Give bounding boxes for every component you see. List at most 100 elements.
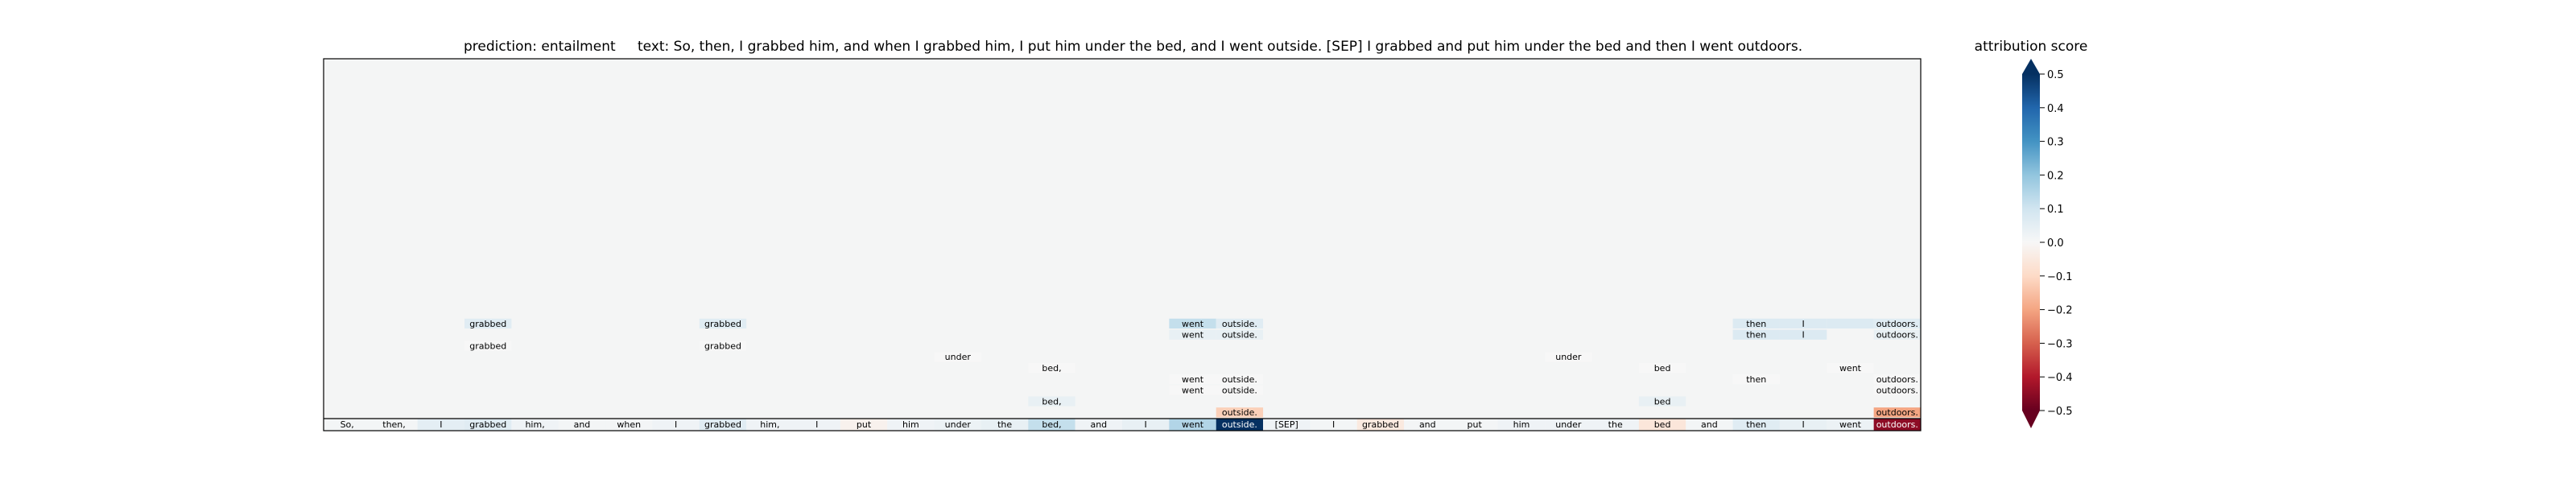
token-cell bbox=[652, 419, 700, 431]
token-cell bbox=[1732, 419, 1780, 431]
layer-token-label: under bbox=[1555, 352, 1582, 362]
layer-cell bbox=[1873, 318, 1921, 329]
layer-token-label: outside. bbox=[1222, 319, 1257, 329]
layer-tokens: outside. outdoors. bed, bed outside. outdoors… bbox=[464, 318, 1921, 418]
input-text-label: text: So, then, I grabbed him, and when … bbox=[638, 39, 1802, 55]
layer-token-label: outdoors. bbox=[1876, 407, 1918, 418]
layer-cell bbox=[1216, 385, 1264, 395]
layer-token-label: I bbox=[1802, 330, 1804, 341]
layer-cell bbox=[1827, 318, 1874, 329]
token-label: put bbox=[857, 419, 872, 430]
layer-cell bbox=[1779, 329, 1827, 340]
token-cell bbox=[1310, 419, 1357, 431]
token-label: I bbox=[815, 419, 818, 430]
layer-cell bbox=[1169, 318, 1216, 329]
token-label: So, bbox=[341, 419, 354, 430]
token-cell bbox=[1169, 419, 1216, 431]
token-label: the bbox=[997, 419, 1012, 430]
layer-cell bbox=[1873, 407, 1921, 418]
token-cell bbox=[1263, 419, 1311, 431]
token-label: and bbox=[1419, 419, 1436, 430]
token-label: under bbox=[1555, 419, 1582, 430]
layer-cell bbox=[1873, 329, 1921, 340]
layer-token-label: grabbed bbox=[469, 341, 506, 351]
layer-token-label: went bbox=[1182, 386, 1204, 396]
token-cell bbox=[605, 419, 653, 431]
layer-cell bbox=[1779, 318, 1827, 329]
token-cell bbox=[1686, 419, 1733, 431]
token-cell bbox=[1075, 419, 1122, 431]
colorbar-tick-label: 0.3 bbox=[2047, 137, 2064, 149]
layer-token-label: outdoors. bbox=[1876, 386, 1918, 396]
layer-token-label: outside. bbox=[1222, 374, 1257, 385]
token-label: and bbox=[1701, 419, 1718, 430]
layer-cell bbox=[1216, 374, 1264, 385]
layer-token-label: under bbox=[945, 352, 972, 362]
colorbar-max-arrow bbox=[2022, 59, 2040, 74]
layer-cell bbox=[699, 318, 747, 329]
layer-token-label: then bbox=[1746, 374, 1766, 385]
layer-token-label: grabbed bbox=[469, 319, 506, 329]
layer-cell bbox=[1028, 396, 1075, 407]
layer-cell bbox=[1732, 318, 1780, 329]
colorbar-tick-label: 0.4 bbox=[2047, 103, 2064, 115]
prediction-label: prediction: entailment bbox=[464, 39, 616, 55]
token-label: outside. bbox=[1222, 419, 1257, 430]
token-label: the bbox=[1608, 419, 1623, 430]
token-label: him, bbox=[760, 419, 779, 430]
layer-token-label: grabbed bbox=[704, 319, 741, 329]
colorbar-tick-label: −0.4 bbox=[2047, 372, 2073, 384]
layer-token-label: bed, bbox=[1042, 396, 1061, 407]
token-label: went bbox=[1839, 419, 1862, 430]
layer-cell bbox=[934, 352, 981, 362]
layer-cell bbox=[464, 341, 512, 351]
layer-token-label: outside. bbox=[1222, 330, 1257, 341]
token-cell bbox=[746, 419, 794, 431]
token-label: outdoors. bbox=[1876, 419, 1918, 430]
token-cell bbox=[1216, 419, 1264, 431]
layer-cell bbox=[1827, 363, 1874, 374]
layer-cell bbox=[1638, 396, 1686, 407]
layer-token-label: outside. bbox=[1222, 407, 1257, 418]
token-cell bbox=[1591, 419, 1639, 431]
colorbar-tick-label: 0.5 bbox=[2047, 69, 2064, 81]
layer-cell bbox=[1028, 363, 1075, 374]
token-cell bbox=[1779, 419, 1827, 431]
token-cell bbox=[558, 419, 606, 431]
layer-token-label: then bbox=[1746, 319, 1766, 329]
layer-cell bbox=[1545, 352, 1592, 362]
token-cell bbox=[324, 419, 371, 431]
token-cell bbox=[1873, 419, 1921, 431]
token-label: then bbox=[1746, 419, 1766, 430]
colorbar-tick-label: 0.2 bbox=[2047, 170, 2064, 182]
token-cell bbox=[1404, 419, 1451, 431]
colorbar bbox=[2022, 74, 2040, 411]
layer-token-label: outdoors. bbox=[1876, 374, 1918, 385]
token-label: I bbox=[440, 419, 442, 430]
token-label: went bbox=[1182, 419, 1204, 430]
layer-token-label: outside. bbox=[1222, 386, 1257, 396]
token-cell bbox=[887, 419, 935, 431]
layer-cell bbox=[1873, 374, 1921, 385]
layer-token-label: went bbox=[1182, 330, 1204, 341]
layer-cell bbox=[1169, 374, 1216, 385]
colorbar-title: attribution score bbox=[1975, 39, 2088, 55]
colorbar-tick-label: −0.5 bbox=[2047, 406, 2073, 418]
layer-cell bbox=[1216, 407, 1264, 418]
layer-token-label: I bbox=[1802, 319, 1804, 329]
token-label: him bbox=[902, 419, 919, 430]
layer-token-label: bed bbox=[1654, 396, 1671, 407]
token-label: when bbox=[617, 419, 641, 430]
colorbar-ticks: 0.5 0.4 0.3 0.2 0.1 0.0 −0.1 −0.2 −0.3 −0.4 −0.5 bbox=[2040, 69, 2073, 418]
layer-cell bbox=[1873, 385, 1921, 395]
token-label: bed bbox=[1654, 419, 1671, 430]
token-cell bbox=[1827, 419, 1874, 431]
layer-token-label: went bbox=[1182, 374, 1204, 385]
token-cell bbox=[417, 419, 465, 431]
token-label: [SEP] bbox=[1275, 419, 1298, 430]
token-cell bbox=[370, 419, 418, 431]
token-cell bbox=[1497, 419, 1546, 431]
token-cell bbox=[793, 419, 840, 431]
layer-token-label: went bbox=[1839, 363, 1862, 374]
